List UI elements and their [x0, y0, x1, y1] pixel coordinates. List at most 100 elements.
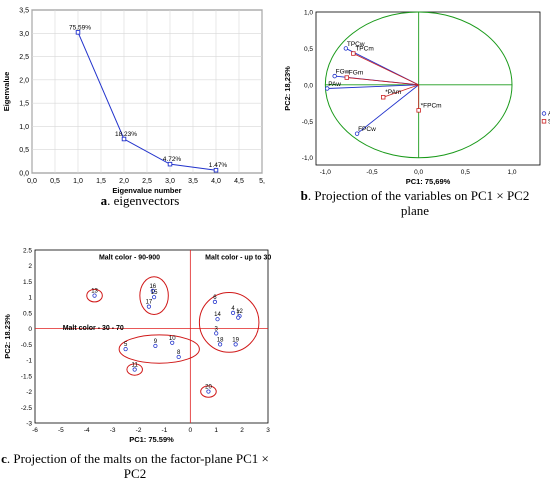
x-tick-label: -0,5	[366, 169, 378, 176]
malt-point	[132, 367, 137, 372]
data-label: 75.59%	[69, 24, 91, 31]
x-tick-label: 0,0	[414, 169, 423, 176]
malt-point	[230, 310, 236, 316]
group-ellipse	[200, 385, 217, 398]
y-axis-label: Eigenvalue	[2, 72, 11, 112]
y-tick-label: 0	[28, 326, 32, 333]
x-tick-label: 1	[214, 427, 218, 434]
legend-marker-active	[541, 111, 547, 116]
legend-label-supp: Supp	[548, 120, 550, 126]
malt-point	[170, 340, 175, 345]
x-tick-label: 0,5	[50, 178, 60, 185]
active-vector	[356, 84, 419, 135]
x-tick-label: 3	[266, 427, 270, 434]
x-tick-label: -3	[110, 427, 116, 434]
active-label: FPCw	[358, 126, 376, 133]
group-ellipse	[198, 291, 260, 353]
data-label: 1.47%	[209, 162, 228, 169]
active-label: PAw	[328, 81, 341, 88]
y-tick-label: -0,5	[302, 119, 314, 126]
group-ellipse	[139, 276, 169, 315]
active-point	[343, 46, 349, 51]
malt-label: 5	[124, 342, 128, 348]
malt-label: 10	[169, 336, 176, 342]
x-tick-label: 1,5	[96, 178, 106, 185]
malt-point	[233, 342, 238, 347]
x-tick-label: 0,0	[27, 178, 37, 185]
malt-point	[146, 304, 152, 309]
y-tick-label: -1	[26, 358, 32, 365]
y-tick-label: 1,0	[19, 124, 29, 131]
group-ellipse	[118, 334, 200, 364]
y-tick-label: 0,5	[19, 147, 29, 154]
y-tick-label: -2	[26, 389, 32, 396]
malt-point	[214, 331, 219, 336]
x-tick-label: -1	[162, 427, 168, 434]
malt-label: 3	[215, 326, 219, 332]
y-tick-label: -3	[26, 421, 32, 428]
malt-label: 9	[154, 339, 158, 345]
y-tick-label: 0,5	[304, 46, 313, 53]
supp-label: *PAm	[385, 89, 401, 96]
x-tick-label: 2	[240, 427, 244, 434]
malt-label: 14	[214, 312, 221, 318]
data-label: 4.72%	[163, 156, 182, 163]
supp-vector	[383, 84, 419, 98]
y-tick-label: 3,5	[19, 8, 29, 15]
malt-point	[236, 315, 241, 320]
supp-point	[351, 51, 356, 56]
malt-point	[150, 288, 155, 293]
y-tick-label: 2,0	[19, 77, 29, 84]
legend-marker-supp	[541, 119, 547, 124]
y-tick-label: 1	[28, 295, 32, 302]
x-tick-label: 0,5	[461, 169, 470, 176]
supp-point	[416, 108, 421, 113]
y-tick-label: 3,0	[19, 31, 29, 38]
x-axis-label: PC1: 75,69%	[406, 177, 451, 185]
group-label: Malt color - 30 - 70	[63, 325, 124, 332]
group-label: Malt color - 90-900	[99, 254, 160, 261]
x-tick-label: 2,5	[142, 178, 152, 185]
malt-point	[206, 389, 211, 394]
active-point	[354, 131, 360, 136]
active-label: FGw	[336, 69, 350, 76]
supp-label: TPCm	[355, 46, 373, 53]
malt-label: 6	[213, 295, 217, 301]
malt-point	[176, 354, 181, 360]
y-tick-label: 0,0	[19, 171, 29, 178]
malt-point	[123, 346, 128, 352]
malt-label: 12	[236, 309, 243, 315]
x-axis-label: PC1: 75.59%	[129, 435, 174, 444]
active-point	[332, 73, 337, 79]
malt-point	[92, 293, 97, 298]
supp-label: FGm	[349, 70, 363, 77]
active-label: TPCw	[347, 41, 365, 48]
malt-point	[218, 342, 223, 347]
malt-label: 13	[91, 289, 98, 295]
malt-label: 8	[177, 350, 181, 356]
x-tick-label: 2,0	[119, 178, 129, 185]
malt-label: 19	[232, 337, 239, 343]
series-line	[77, 32, 217, 171]
x-axis-label: Eigenvalue number	[112, 186, 181, 195]
malt-label: 17	[146, 300, 153, 306]
x-tick-label: 5,	[259, 178, 265, 185]
malt-label: 7	[237, 311, 241, 317]
supp-vector	[346, 77, 419, 86]
x-tick-label: -1,0	[320, 169, 332, 176]
x-tick-label: -2	[136, 427, 142, 434]
x-tick-label: 3,5	[188, 178, 198, 185]
chart-b-variables: -1,0 -0,5 0,0 0,5 1,0 1,0 0,5 0,0 -0,5 -1,0 PC1: 7…	[283, 10, 550, 186]
data-point	[167, 161, 173, 167]
caption-c: c. Projection of the malts on the factor…	[1, 451, 269, 481]
chart-a-eigenvalues: 0,0 0,5 1,0 1,5 2,0 2,5 3,0 3,5 4,0 4,5 5, 0,0 0,5 1,…	[2, 8, 265, 196]
y-tick-label: 1,0	[304, 10, 313, 17]
data-point	[75, 30, 81, 35]
y-tick-label: 0.5	[23, 310, 32, 317]
malt-point	[151, 295, 157, 300]
x-tick-label: -4	[84, 427, 90, 434]
x-tick-label: 4,5	[234, 178, 244, 185]
malt-label: 15	[151, 290, 158, 296]
supp-label: *FPCm	[421, 102, 442, 109]
active-point	[325, 86, 330, 91]
